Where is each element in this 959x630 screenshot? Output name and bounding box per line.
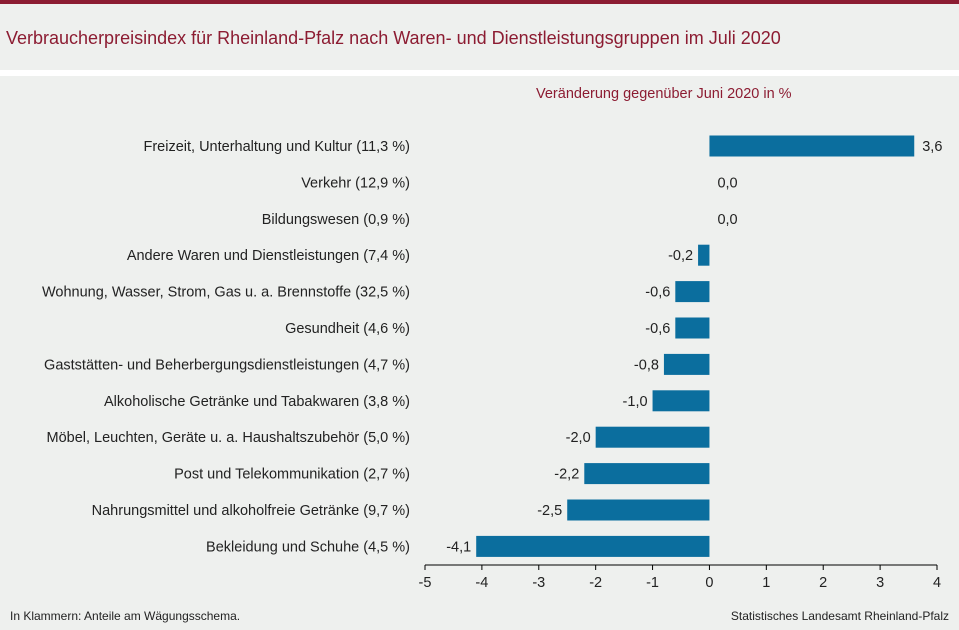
category-label: Freizeit, Unterhaltung und Kultur (11,3 …: [143, 139, 410, 155]
value-label: -0,2: [668, 248, 693, 264]
x-tick-label: -5: [419, 575, 432, 591]
x-tick-label: 4: [933, 575, 941, 591]
bar: [595, 426, 710, 448]
category-label: Nahrungsmittel und alkoholfreie Getränke…: [92, 503, 410, 519]
chart-title: Verbraucherpreisindex für Rheinland-Pfal…: [6, 28, 781, 48]
bar: [652, 390, 710, 412]
category-label: Post und Telekommunikation (2,7 %): [174, 467, 410, 483]
value-label: -0,8: [634, 357, 659, 373]
bar: [567, 499, 710, 521]
value-label: -0,6: [645, 321, 670, 337]
value-label: -0,6: [645, 285, 670, 301]
value-label: -2,5: [537, 503, 562, 519]
value-label: 3,6: [922, 139, 942, 155]
category-label: Wohnung, Wasser, Strom, Gas u. a. Brenns…: [42, 285, 410, 301]
category-label: Gesundheit (4,6 %): [285, 321, 410, 337]
bar: [675, 317, 710, 339]
category-label: Bekleidung und Schuhe (4,5 %): [206, 539, 410, 555]
x-tick-label: -2: [589, 575, 602, 591]
value-label: 0,0: [717, 175, 737, 191]
x-tick-label: 3: [876, 575, 884, 591]
category-label: Verkehr (12,9 %): [301, 175, 410, 191]
x-tick-label: -4: [475, 575, 488, 591]
value-label: -1,0: [623, 394, 648, 410]
footnote-note: In Klammern: Anteile am Wägungsschema.: [10, 609, 241, 623]
title-divider: [0, 70, 959, 76]
bar: [675, 281, 710, 303]
value-label: -2,2: [554, 467, 579, 483]
x-tick-label: 2: [819, 575, 827, 591]
bar: [584, 463, 710, 485]
value-label: -2,0: [566, 430, 591, 446]
bar: [476, 535, 710, 557]
category-label: Andere Waren und Dienstleistungen (7,4 %…: [127, 248, 410, 264]
bar: [698, 244, 710, 266]
footnote-source: Statistisches Landesamt Rheinland-Pfalz: [730, 609, 949, 623]
bar: [663, 353, 710, 375]
category-label: Alkoholische Getränke und Tabakwaren (3,…: [104, 394, 410, 410]
value-label: 0,0: [717, 212, 737, 228]
x-tick-label: -1: [646, 575, 659, 591]
value-label: -4,1: [446, 539, 471, 555]
chart-subtitle: Veränderung gegenüber Juni 2020 in %: [536, 86, 792, 102]
x-tick-label: 0: [705, 575, 713, 591]
category-label: Bildungswesen (0,9 %): [262, 212, 410, 228]
bar: [709, 135, 915, 157]
top-accent-rule: [0, 0, 959, 4]
category-label: Möbel, Leuchten, Geräte u. a. Haushaltsz…: [46, 430, 410, 446]
x-tick-label: 1: [762, 575, 770, 591]
category-label: Gaststätten- und Beherbergungsdienstleis…: [44, 357, 410, 373]
x-tick-label: -3: [532, 575, 545, 591]
